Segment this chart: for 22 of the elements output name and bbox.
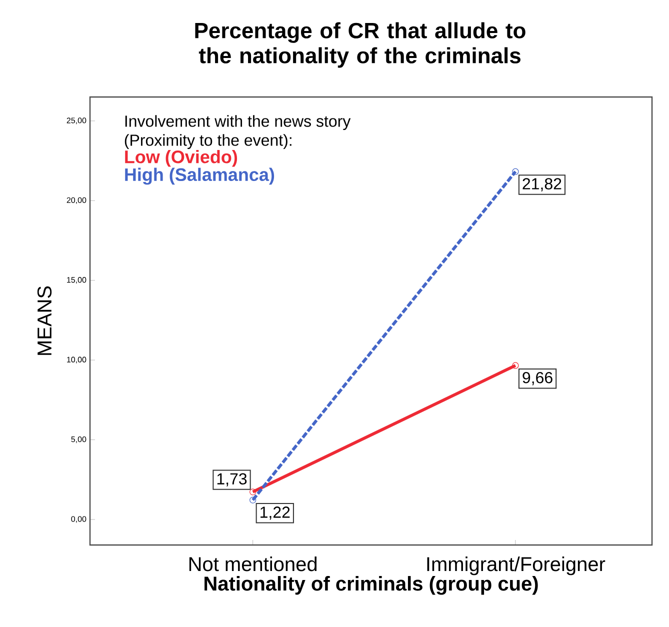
chart-title: Percentage of CR that allude to the nationality of the criminals (195, 22, 526, 68)
data-label: 1,22 (260, 506, 290, 520)
y-tick-label: 20,00 (66, 197, 86, 204)
point (250, 496, 256, 504)
y-tick-label: 10,00 (67, 356, 86, 364)
x-axis-title: Nationality of criminals (group cue) (204, 576, 538, 595)
legend-title: Involvement with the news story (Proximity to the event): (124, 115, 351, 150)
y-tick-label: 5,00 (71, 436, 86, 444)
y-axis-title: MEANS (37, 286, 52, 355)
text: High (Salamanca) (125, 168, 274, 185)
y-tick-label: 15,00 (67, 277, 86, 284)
x-tick-label: Not mentioned (189, 556, 317, 572)
x-tick-label: Immigrant/Foreigner (427, 556, 606, 576)
data-label: 9,66 (522, 372, 552, 386)
y-tick-label: 0,00 (71, 516, 86, 523)
y-tick-label: 25,00 (66, 118, 86, 124)
point (512, 168, 519, 175)
point (512, 362, 519, 369)
data-label: 21,82 (522, 178, 562, 192)
data-label: 1,73 (217, 473, 247, 486)
point (250, 488, 256, 496)
text: Low (Oviedo) (125, 150, 238, 167)
